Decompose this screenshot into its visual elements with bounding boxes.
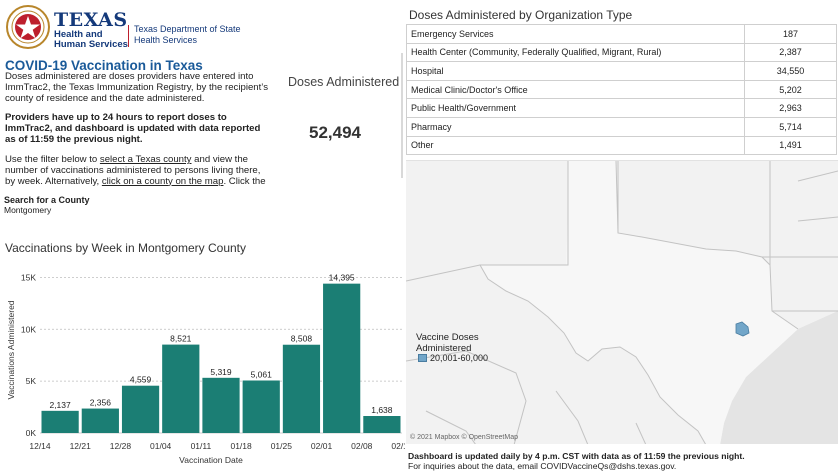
y-axis-title: Vaccinations Administered xyxy=(6,300,16,399)
x-tick-label: 02/01 xyxy=(311,441,333,451)
table-row: Health Center (Community, Federally Qual… xyxy=(406,42,837,63)
org-type-value: 187 xyxy=(744,24,837,44)
x-tick-label: 12/28 xyxy=(110,441,132,451)
org-type-label: Emergency Services xyxy=(406,24,745,44)
texas-map-canvas[interactable] xyxy=(406,161,838,444)
table-row: Pharmacy 5,714 xyxy=(406,116,837,137)
intro-text: and view the number of vaccinations admi… xyxy=(5,155,261,187)
bar[interactable] xyxy=(41,410,79,433)
map-legend-swatch xyxy=(418,354,427,362)
chart-title: Vaccinations by Week in Montgomery Count… xyxy=(5,241,247,255)
org-type-label: Hospital xyxy=(406,61,745,81)
bar-value-label: 8,521 xyxy=(170,334,192,344)
x-axis-title: Vaccination Date xyxy=(179,455,243,465)
x-tick-label: 01/11 xyxy=(191,441,212,451)
map-borders xyxy=(406,161,838,444)
montgomery-county-shape[interactable] xyxy=(735,321,750,337)
table-row: Medical Clinic/Doctor's Office 5,202 xyxy=(406,79,837,100)
y-tick-label: 0K xyxy=(26,428,37,438)
y-tick-label: 15K xyxy=(21,272,36,282)
org-type-label: Other xyxy=(406,135,745,156)
doses-administered-label: Doses Administered xyxy=(288,75,400,89)
org-type-label: Pharmacy xyxy=(406,116,745,137)
org-type-value: 1,491 xyxy=(744,135,837,156)
map-attribution[interactable]: © 2021 Mapbox © OpenStreetMap xyxy=(410,434,518,441)
x-tick-label: 12/21 xyxy=(70,441,92,451)
bar[interactable] xyxy=(121,385,160,433)
x-tick-label: 01/25 xyxy=(271,441,293,451)
header-logos: TEXAS Health and Human Services Texas De… xyxy=(4,3,404,50)
select-county-link[interactable]: select a Texas county xyxy=(99,155,192,165)
intro-text: Use the filter below to xyxy=(5,155,100,165)
org-type-value: 2,387 xyxy=(744,42,837,63)
table-row: Emergency Services 187 xyxy=(406,24,837,44)
county-search-label: Search for a County xyxy=(4,195,90,205)
x-tick-label: 02/15 xyxy=(391,441,405,451)
x-tick-label: 02/08 xyxy=(351,441,373,451)
map-legend-range: 20,001-60,000 xyxy=(430,353,489,363)
intro-paragraph-2: Providers have up to 24 hours to report … xyxy=(5,112,261,145)
bar[interactable] xyxy=(323,283,361,433)
bar[interactable] xyxy=(81,408,119,433)
bar[interactable] xyxy=(282,344,321,433)
bar[interactable] xyxy=(162,344,200,433)
org-type-value: 5,714 xyxy=(744,116,837,137)
org-type-table: Emergency Services 187 Health Center (Comm… xyxy=(406,24,837,156)
x-tick-label: 01/04 xyxy=(150,441,172,451)
org-type-value: 34,550 xyxy=(744,61,837,81)
y-tick-label: 5K xyxy=(26,376,37,386)
org-type-value: 5,202 xyxy=(744,79,837,100)
org-table-title: Doses Administered by Organization Type xyxy=(409,8,633,22)
texas-land xyxy=(480,161,798,444)
dshs-logo-text: Texas Department of State Health Service… xyxy=(134,24,241,45)
map-legend-title: Vaccine Doses Administered xyxy=(416,332,479,354)
org-type-label: Health Center (Community, Federally Qual… xyxy=(406,42,745,63)
hhs-logo-text: TEXAS xyxy=(54,9,128,31)
table-row: Public Health/Government 2,963 xyxy=(406,98,837,118)
intro-paragraph-1: Doses administered are doses providers h… xyxy=(5,71,269,104)
bar-value-label: 4,559 xyxy=(130,375,152,385)
click-map-county-link[interactable]: click on a county on the map xyxy=(101,175,224,187)
county-map[interactable]: Vaccine Doses Administered 20,001-60,000… xyxy=(406,160,838,444)
org-type-value: 2,963 xyxy=(744,98,837,118)
page-title: COVID-19 Vaccination in Texas xyxy=(5,58,203,73)
gulf-water xyxy=(720,311,838,444)
intro-paragraph-3: Use the filter below to select a Texas c… xyxy=(5,155,273,187)
x-tick-label: 01/18 xyxy=(230,441,252,451)
bar-value-label: 8,508 xyxy=(291,334,313,344)
bar[interactable] xyxy=(202,377,240,433)
bar-value-label: 5,061 xyxy=(251,369,273,379)
inquiry-notice: For inquiries about the data, email COVI… xyxy=(408,461,677,471)
county-search-input[interactable]: Montgomery xyxy=(4,205,52,215)
bar-value-label: 1,638 xyxy=(371,405,393,415)
bar-value-label: 2,137 xyxy=(49,400,71,410)
weekly-vaccinations-bar-chart: 0K 5K 10K 15K Vaccinations Administered 2,137… xyxy=(6,272,405,465)
logo-divider xyxy=(128,25,129,47)
section-divider xyxy=(401,53,403,178)
bar[interactable] xyxy=(242,380,280,433)
org-type-label: Medical Clinic/Doctor's Office xyxy=(406,79,745,100)
table-row: Hospital 34,550 xyxy=(406,61,837,81)
org-type-label: Public Health/Government xyxy=(406,98,745,118)
bar[interactable] xyxy=(363,416,401,433)
bar-value-label: 14,395 xyxy=(329,273,355,283)
y-tick-label: 10K xyxy=(21,324,36,334)
bar-value-label: 2,356 xyxy=(90,398,112,408)
doses-administered-value: 52,494 xyxy=(309,123,361,142)
texas-seal-icon xyxy=(6,5,50,49)
table-row: Other 1,491 xyxy=(406,135,837,156)
x-tick-label: 12/14 xyxy=(29,441,51,451)
update-notice: Dashboard is updated daily by 4 p.m. CST… xyxy=(408,451,745,461)
hhs-logo-subtitle: Health and Human Services xyxy=(54,29,128,50)
bar-value-label: 5,319 xyxy=(210,367,232,377)
intro-text: . Click the Re.. xyxy=(5,175,266,187)
